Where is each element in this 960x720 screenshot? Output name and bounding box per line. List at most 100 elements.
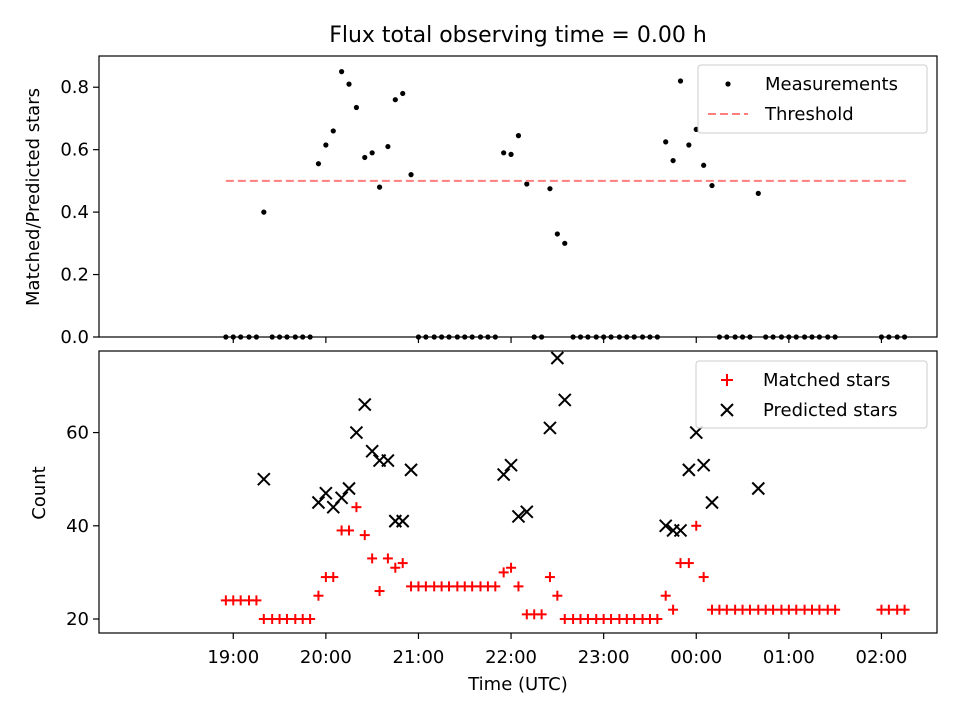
measurement-point bbox=[547, 186, 553, 192]
matched-star-marker bbox=[467, 581, 478, 592]
matched-star-marker bbox=[420, 581, 431, 592]
matched-star-marker bbox=[251, 595, 262, 606]
matched-star-marker bbox=[506, 562, 517, 573]
legend-matched-marker bbox=[721, 374, 733, 386]
legend-predicted-marker bbox=[720, 403, 734, 417]
measurement-point bbox=[677, 78, 684, 84]
predicted-star-marker bbox=[550, 351, 565, 365]
matched-star-marker bbox=[691, 520, 702, 531]
measurement-point bbox=[524, 181, 530, 187]
bottom-legend-box bbox=[695, 360, 928, 429]
legend-matched-label: Matched stars bbox=[763, 370, 890, 391]
matched-star-marker bbox=[382, 553, 393, 564]
predicted-star-marker bbox=[682, 463, 696, 477]
predicted-star-marker bbox=[358, 397, 372, 412]
predicted-star-marker bbox=[520, 505, 534, 519]
legend-measurements-label: Measurements bbox=[765, 74, 898, 95]
matched-star-marker bbox=[281, 614, 292, 625]
predicted-star-marker bbox=[319, 486, 333, 500]
measurement-point bbox=[686, 142, 692, 148]
top-panel: 0.00.20.40.60.8 Matched/Predicted stars … bbox=[23, 55, 938, 348]
matched-star-marker bbox=[606, 614, 617, 625]
legend-threshold-label: Threshold bbox=[764, 104, 854, 125]
x-tick-label: 22:00 bbox=[485, 647, 537, 668]
bottom-y-tick-label: 60 bbox=[66, 423, 89, 444]
predicted-star-marker bbox=[558, 393, 572, 407]
predicted-star-marker bbox=[689, 425, 703, 440]
measurement-point bbox=[408, 172, 414, 178]
matched-star-marker bbox=[883, 604, 894, 615]
matched-star-marker bbox=[390, 562, 401, 573]
matched-star-marker bbox=[235, 595, 246, 606]
matched-star-marker bbox=[359, 530, 370, 541]
measurement-point bbox=[501, 150, 507, 156]
matched-star-marker bbox=[652, 614, 663, 625]
measurement-point bbox=[392, 97, 398, 103]
measurement-point bbox=[261, 209, 267, 215]
measurement-point bbox=[346, 81, 352, 87]
predicted-star-marker bbox=[257, 472, 271, 486]
matched-star-marker bbox=[814, 604, 825, 615]
bottom-y-tick-label: 20 bbox=[66, 609, 89, 630]
predicted-star-marker bbox=[396, 514, 410, 528]
bottom-legend: Matched stars Predicted stars bbox=[695, 360, 928, 429]
top-y-tick-label: 0.4 bbox=[60, 202, 89, 223]
matched-star-marker bbox=[552, 590, 563, 601]
matched-star-marker bbox=[683, 558, 694, 569]
measurement-point bbox=[339, 69, 345, 75]
top-y-tick-label: 0.6 bbox=[60, 140, 89, 161]
measurement-point bbox=[755, 190, 761, 196]
matched-star-marker bbox=[313, 590, 324, 601]
bottom-y-ticks: 20 40 60 bbox=[66, 423, 99, 630]
bottom-x-ticks: 19:00 20:00 21:00 22:00 23:00 00:00 01:00 02:00 bbox=[207, 633, 907, 668]
matched-star-marker bbox=[668, 604, 679, 615]
predicted-star-marker bbox=[696, 458, 711, 472]
measurement-point bbox=[670, 157, 676, 164]
chart-title: Flux total observing time = 0.00 h bbox=[329, 23, 707, 48]
x-axis-label: Time (UTC) bbox=[467, 674, 568, 695]
top-y-axis-label: Matched/Predicted stars bbox=[23, 88, 44, 306]
x-tick-label: 02:00 bbox=[856, 647, 908, 668]
matched-star-marker bbox=[498, 567, 509, 578]
top-legend-box bbox=[697, 64, 928, 134]
bottom-y-axis-label: Count bbox=[29, 466, 50, 519]
predicted-star-marker bbox=[496, 467, 511, 482]
matched-star-marker bbox=[830, 604, 841, 615]
predicted-star-markers bbox=[257, 351, 765, 538]
matched-star-marker bbox=[490, 581, 501, 592]
predicted-star-marker bbox=[342, 481, 356, 496]
predicted-star-marker bbox=[381, 453, 395, 468]
predicted-star-marker bbox=[543, 421, 557, 435]
predicted-star-marker bbox=[504, 458, 518, 472]
bottom-panel: 20 40 60 19:00 20:00 21:00 22:00 23:00 00:00 01:… bbox=[29, 350, 938, 695]
measurement-point bbox=[400, 90, 406, 97]
measurement-point bbox=[709, 182, 715, 189]
predicted-star-marker bbox=[365, 444, 379, 458]
matched-star-marker bbox=[768, 604, 779, 615]
matched-star-marker bbox=[791, 604, 802, 615]
x-tick-label: 21:00 bbox=[393, 647, 445, 668]
legend-predicted-label: Predicted stars bbox=[763, 400, 897, 421]
legend-measurements-marker bbox=[725, 81, 731, 87]
measurement-point bbox=[362, 154, 368, 161]
predicted-star-marker bbox=[334, 491, 349, 505]
top-y-tick-label: 0.2 bbox=[60, 265, 89, 286]
matched-star-marker bbox=[444, 581, 455, 592]
top-plot-frame bbox=[98, 55, 938, 338]
matched-star-marker bbox=[513, 581, 524, 592]
matched-star-marker bbox=[899, 604, 910, 615]
predicted-star-marker bbox=[751, 481, 765, 496]
matched-star-marker bbox=[721, 604, 732, 615]
matched-star-marker bbox=[698, 572, 709, 583]
matched-star-marker bbox=[660, 590, 671, 601]
matched-star-marker bbox=[351, 502, 362, 513]
matched-star-marker bbox=[559, 614, 570, 625]
predicted-star-marker bbox=[511, 509, 526, 524]
x-tick-label: 20:00 bbox=[300, 647, 352, 668]
top-x-ticks bbox=[232, 337, 883, 343]
matched-star-marker bbox=[544, 572, 555, 583]
predicted-star-marker bbox=[658, 519, 673, 533]
top-y-ticks: 0.0 0.2 0.4 0.6 0.8 bbox=[60, 77, 99, 348]
measurement-point bbox=[315, 161, 322, 167]
top-y-tick-label: 0.8 bbox=[60, 77, 89, 98]
